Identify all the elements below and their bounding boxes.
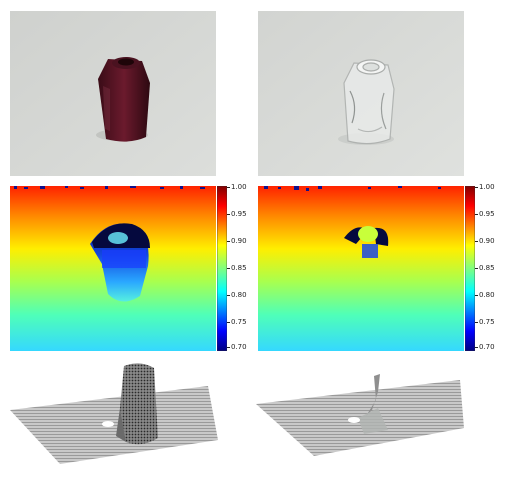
colorbar-tickmark: [475, 214, 478, 215]
cb-left-tick-4: 0.85: [231, 264, 247, 272]
filled-bottle-icon: [98, 57, 150, 142]
filled-bottle-depth-blob: [90, 223, 150, 302]
colorbar-tickmark: [227, 241, 230, 242]
colorbar-tickmark: [475, 295, 478, 296]
cb-right-tick-5: 0.80: [479, 291, 495, 299]
cb-right-tick-7: 0.70: [479, 343, 495, 351]
colorbar-tickmark: [227, 347, 230, 348]
point-cloud-surface: [10, 386, 218, 464]
colorbar-tickmark: [227, 322, 230, 323]
colorbar-tickmark: [227, 295, 230, 296]
pointcloud-transparent-bottle-panel: [254, 370, 466, 470]
colorbar-tickmark: [475, 241, 478, 242]
pointcloud-filled-bottle-panel: [8, 358, 220, 470]
colorbar-tickmark: [475, 268, 478, 269]
cb-left-tick-2: 0.95: [231, 210, 247, 218]
colorbar-tickmark: [475, 322, 478, 323]
colorbar-tickmark: [227, 187, 230, 188]
cb-left-tick-7: 0.70: [231, 343, 247, 351]
colorbar-left: [216, 185, 228, 352]
rgb-filled-bottle-panel: [10, 11, 216, 176]
sparse-bottle-points: [358, 374, 388, 434]
colorbar-right: [464, 185, 476, 352]
colorbar-tickmark: [227, 214, 230, 215]
depth-transparent-bottle-panel: [258, 186, 464, 351]
dense-bottle-points: [116, 363, 158, 445]
colorbar-tickmark: [475, 187, 478, 188]
colorbar-tickmark: [475, 347, 478, 348]
cb-right-tick-2: 0.95: [479, 210, 495, 218]
colorbar-tickmark: [227, 268, 230, 269]
cb-left-tick-1: 1.00: [231, 183, 247, 191]
transparent-bottle-depth-blob: [344, 226, 389, 258]
cb-right-tick-3: 0.90: [479, 237, 495, 245]
cb-right-tick-4: 0.85: [479, 264, 495, 272]
glass-bottle-icon: [343, 59, 395, 145]
cb-right-tick-6: 0.75: [479, 318, 495, 326]
rgb-transparent-bottle-panel: [258, 11, 464, 176]
cb-left-tick-5: 0.80: [231, 291, 247, 299]
cb-left-tick-6: 0.75: [231, 318, 247, 326]
cb-left-tick-3: 0.90: [231, 237, 247, 245]
cb-right-tick-1: 1.00: [479, 183, 495, 191]
depth-filled-bottle-panel: [10, 186, 216, 351]
